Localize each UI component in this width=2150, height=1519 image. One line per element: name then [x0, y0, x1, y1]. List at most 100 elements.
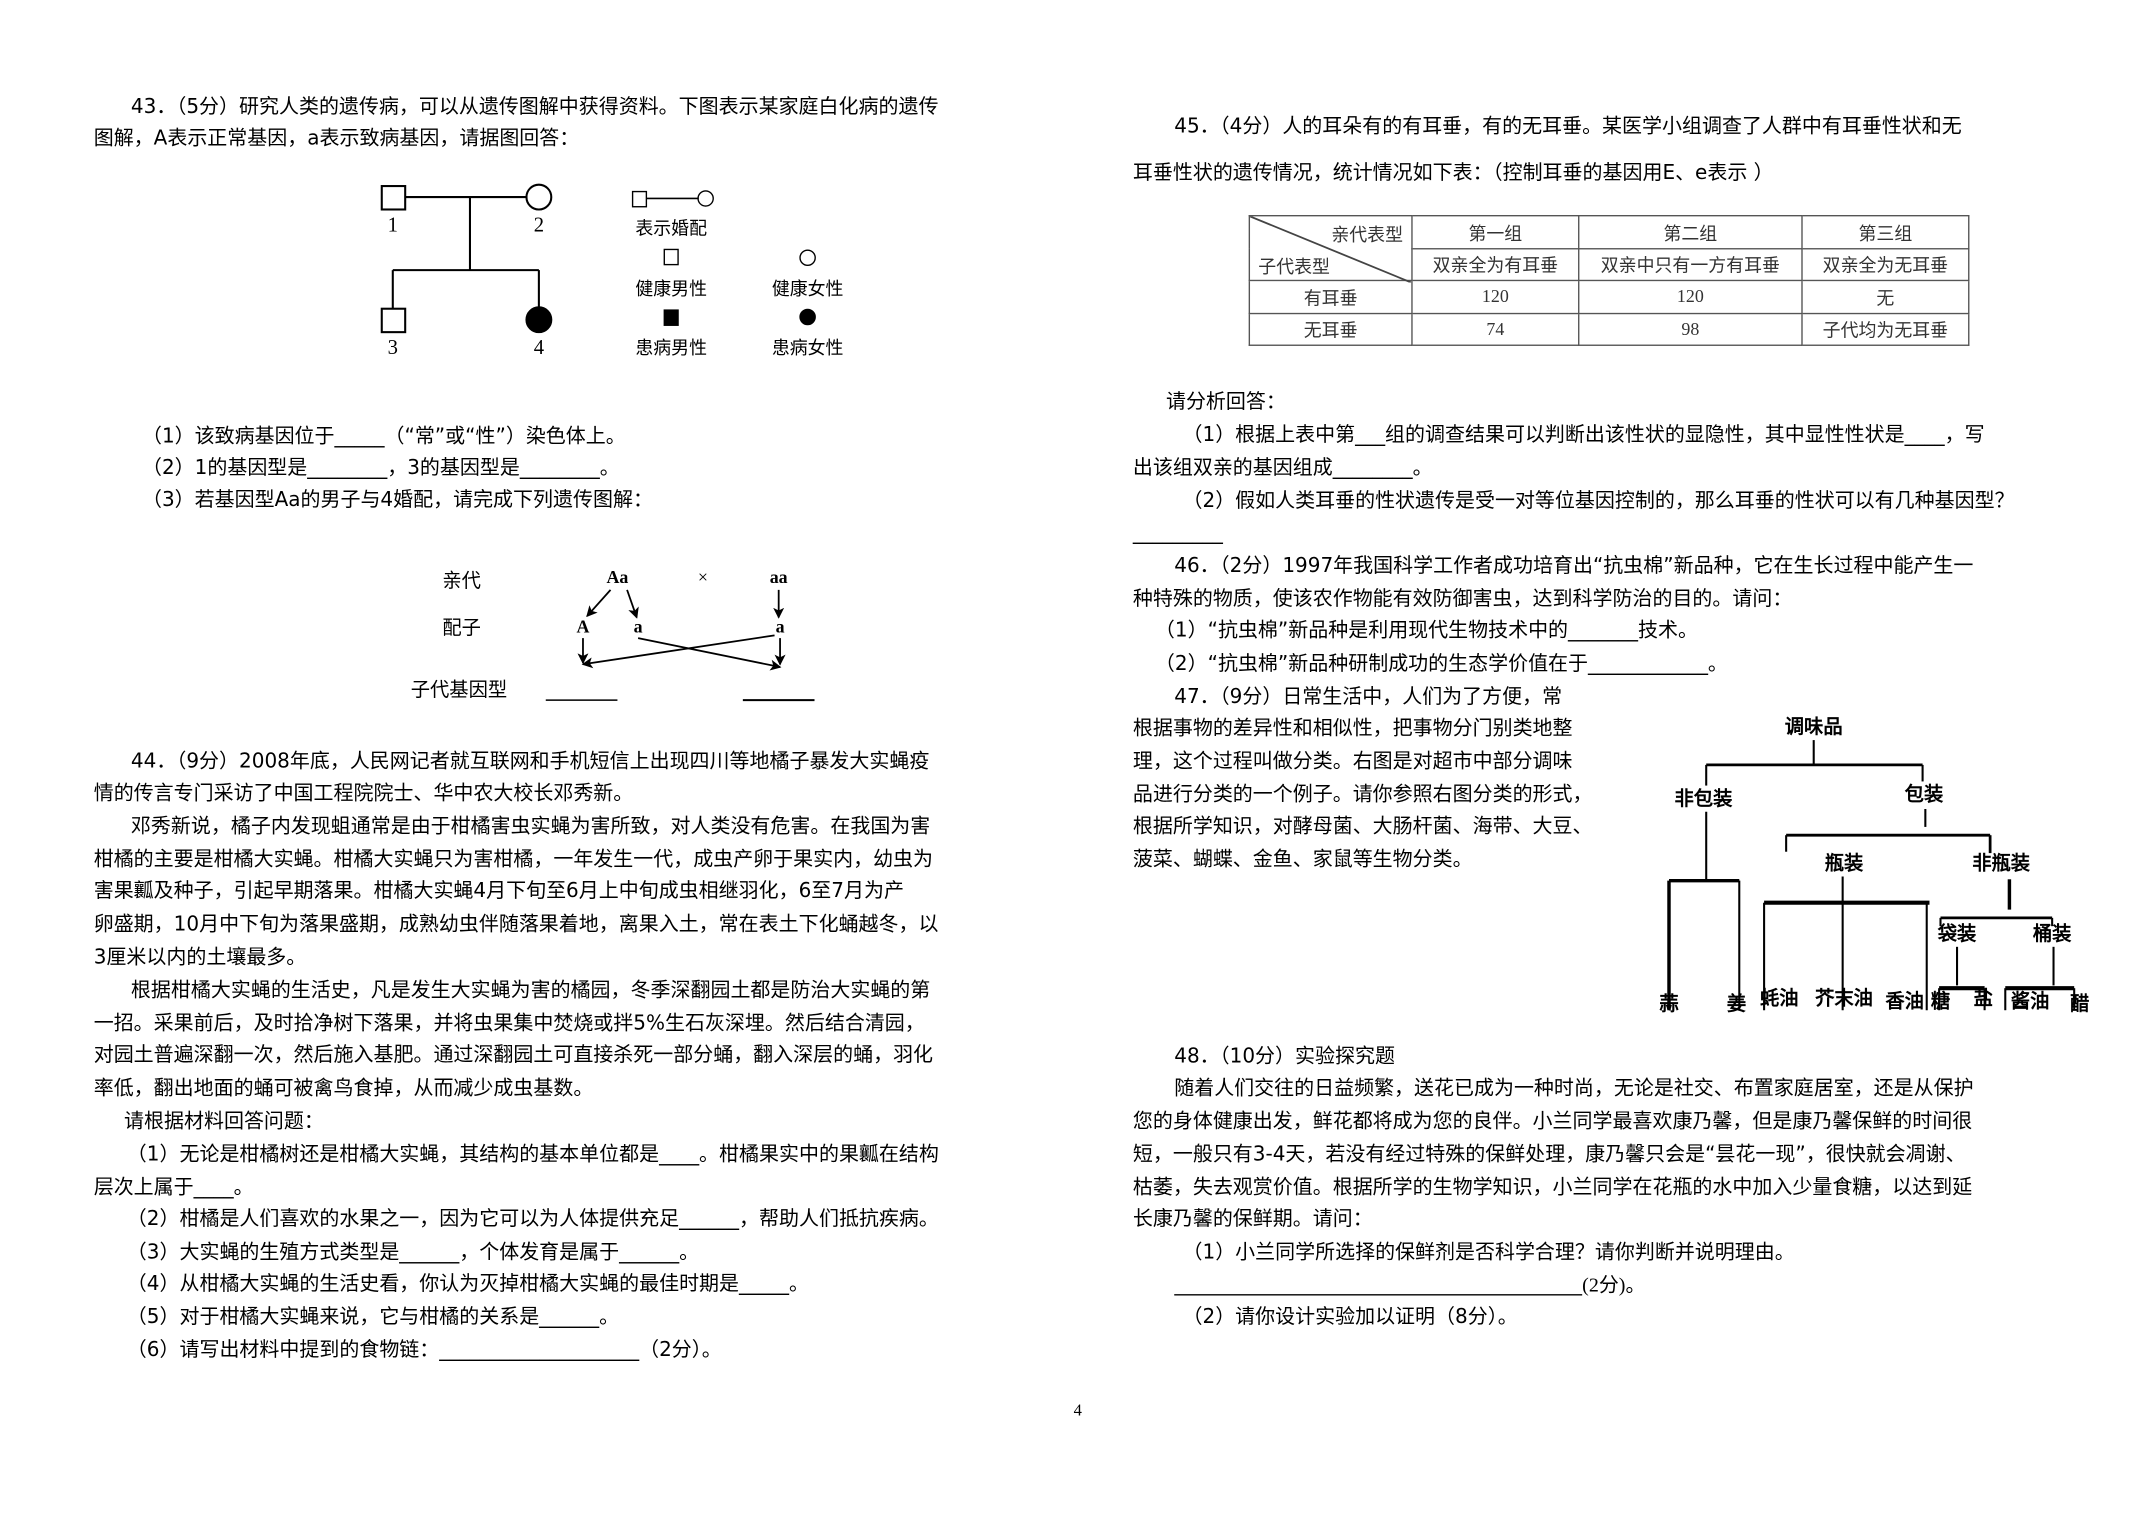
table-corner-cell: 亲代表型 子代表型: [1248, 214, 1413, 283]
group-header: 第二组: [1578, 215, 1803, 249]
affected-female-symbol: [525, 306, 553, 334]
healthy-female-symbol: [525, 183, 553, 211]
q46-line: 46．（2分）1997年我国科学工作者成功培育出“抗虫棉”新品种，它在生长过程中…: [1174, 555, 1974, 578]
tree-node: 瓶装: [1825, 852, 1864, 875]
page-number: 4: [1073, 1400, 1082, 1420]
legend-affected-female-icon: [799, 308, 816, 326]
gamete-label: 配子: [442, 618, 481, 639]
q48-line: 枯萎，失去观赏价值。根据所学的生物学知识，小兰同学在花瓶的水中加入少量食糖，以达…: [1132, 1176, 1973, 1200]
tree-node: 非瓶装: [1972, 852, 2031, 875]
cross-diagram: 亲代 配子 子代基因型 Aa × aa A a a: [411, 567, 815, 702]
cross-symbol: ×: [698, 567, 708, 587]
tree-node: 袋装: [1937, 922, 1977, 945]
tree-leaf: 糖: [1931, 989, 1950, 1012]
q44-line: 率低，翻出地面的蛹可被禽鸟食掉，从而减少成虫基数。: [93, 1077, 594, 1100]
gamete: a: [634, 617, 643, 637]
tree-node: 非包装: [1675, 787, 1734, 810]
q44-line: 对园土普遍深翻一次，然后施入基肥。通过深翻园土可直接杀死一部分蛹，翻入深层的蛹，…: [93, 1044, 934, 1067]
q45-line: 耳垂性状的遗传情况，统计情况如下表：（控制耳垂的基因用E、e表示 ）: [1132, 162, 1774, 185]
q44-question: 层次上属于____。: [93, 1176, 254, 1200]
legend-label: 患病男性: [635, 338, 707, 358]
q45-line: 45．（4分）人的耳朵有的有耳垂，有的无耳垂。某医学小组调查了人群中有耳垂性状和…: [1174, 115, 1962, 138]
arrow: [586, 589, 612, 618]
tree-leaf: 盐: [1974, 987, 1993, 1010]
q44-question: （6）请写出材料中提到的食物链：____________________（2分）…: [126, 1339, 722, 1362]
q44-question: （2）柑橘是人们喜欢的水果之一，因为它可以为人体提供充足______，帮助人们抵…: [126, 1208, 939, 1231]
tree-node: 包装: [1905, 783, 1944, 806]
q44-line: 情的传言专门采访了中国工程院院士、华中农大校长邓秀新。: [93, 782, 634, 805]
q48-line: 长康乃馨的保鲜期。请问：: [1132, 1208, 1373, 1231]
parent-header: 双亲全为无耳垂: [1801, 247, 1970, 282]
q45-question: 出该组双亲的基因组成________。: [1132, 457, 1433, 480]
legend-affected-male-icon: [663, 309, 679, 326]
row-label: 无耳垂: [1248, 312, 1413, 346]
q45-question: （2）假如人类耳垂的性状遗传是受一对等位基因控制的，那么耳垂的性状可以有几种基因…: [1182, 490, 2015, 513]
q43-question: （1）该致病基因位于_____（“常”或“性”）染色体上。: [141, 425, 626, 448]
q43-line: 图解，A表示正常基因，a表示致病基因，请据图回答：: [93, 128, 580, 151]
earlobe-table: 亲代表型 子代表型 第一组 第二组 第三组 双亲全为有耳垂 双亲中只有一方有耳垂…: [1248, 214, 1970, 346]
corner-bottom-label: 子代表型: [1258, 256, 1330, 278]
tree-leaf: 香油: [1885, 990, 1924, 1012]
q43-line: 43．（5分）研究人类的遗传病，可以从遗传图解中获得资料。下图表示某家庭白化病的…: [130, 96, 939, 119]
individual-label: 4: [534, 337, 544, 359]
q44-line: 卵盛期，10月中下旬为落果盛期，成熟幼虫伴随落果着地，离果入土，常在表土下化蛹越…: [93, 913, 939, 936]
q48-line: 随着人们交往的日益频繁，送花已成为一种时尚，无论是社交、布置家庭居室，还是从保护: [1174, 1077, 1974, 1100]
individual-label: 1: [388, 215, 398, 237]
parent-genotype: aa: [770, 567, 788, 587]
q44-line: 根据柑橘大实蝇的生活史，凡是发生大实蝇为害的橘园，冬季深翻园土都是防治大实蝇的第: [130, 979, 931, 1002]
tree-leaf: 酱油: [2011, 989, 2050, 1012]
parent-header: 双亲全为有耳垂: [1411, 247, 1580, 282]
q48-question: （1）小兰同学所选择的保鲜剂是否科学合理？请你判断并说明理由。: [1182, 1241, 1795, 1264]
healthy-male-symbol: [380, 307, 407, 334]
q47-line: 47．（9分）日常生活中，人们为了方便，常: [1174, 686, 1563, 709]
q45-question: （1）根据上表中第___组的调查结果可以判断出该性状的显隐性，其中显性性状是__…: [1182, 424, 1985, 447]
legend-healthy-male-icon: [663, 248, 679, 266]
q44-line: 3厘米以内的土壤最多。: [93, 946, 307, 969]
parent-genotype: Aa: [606, 567, 628, 587]
arrow: [626, 589, 639, 619]
classification-tree: [1667, 740, 2076, 1011]
answer-blank: [1174, 1294, 1583, 1296]
legend-label: 健康女性: [772, 279, 844, 299]
q46-question: （1）“抗虫棉”新品种是利用现代生物技术中的_______技术。: [1154, 620, 1698, 643]
individual-label: 2: [534, 215, 544, 237]
diagonal-line: [1250, 216, 1412, 283]
healthy-male-symbol: [380, 185, 407, 211]
q47-line: 根据事物的差异性和相似性，把事物分门别类地整: [1132, 718, 1573, 741]
q46-line: 种特殊的物质，使该农作物能有效防御害虫，达到科学防治的目的。请问：: [1132, 588, 1793, 611]
group-header: 第一组: [1411, 215, 1580, 249]
table-row: 无耳垂 74 98 子代均为无耳垂: [1248, 312, 1970, 346]
cell: 98: [1578, 312, 1803, 346]
parent-label: 亲代: [442, 570, 481, 592]
cell: 无: [1801, 279, 1970, 314]
q44-line: 柑橘的主要是柑橘大实蝇。柑橘大实蝇只为害柑橘，一年发生一代，成虫产卵于果实内，幼…: [93, 848, 934, 872]
tree-node: 桶装: [2033, 922, 2072, 945]
q44-question: （5）对于柑橘大实蝇来说，它与柑橘的关系是______。: [126, 1306, 620, 1329]
q44-question: （3）大实蝇的生殖方式类型是______，个体发育是属于______。: [126, 1241, 700, 1264]
q44-line: 44．（9分）2008年底，人民网记者就互联网和手机短信上出现四川等地橘子暴发大…: [130, 751, 930, 774]
q44-line: 一招。采果前后，及时拾净树下落果，并将虫果集中焚烧或拌5%生石灰深埋。然后结合清…: [93, 1012, 925, 1036]
cell: 子代均为无耳垂: [1801, 312, 1970, 346]
q48-score: (2分)。: [1582, 1274, 1646, 1297]
q44-line: 害果瓤及种子，引起早期落果。柑橘大实蝇4月下旬至6月上中旬成虫相继羽化，6至7月…: [93, 880, 904, 903]
legend-label: 患病女性: [772, 338, 844, 358]
pedigree-chart: [380, 183, 816, 334]
q44-question: （4）从柑橘大实蝇的生活史看，你认为灭掉柑橘大实蝇的最佳时期是_____。: [126, 1273, 809, 1296]
gamete: a: [776, 617, 785, 637]
corner-top-label: 亲代表型: [1331, 224, 1404, 246]
q48-question: （2）请你设计实验加以证明（8分）。: [1182, 1306, 1518, 1329]
q44-line: 邓秀新说，橘子内发现蛆通常是由于柑橘害虫实蝇为害所致，对人类没有危害。在我国为害: [130, 815, 931, 838]
arrow: [581, 634, 775, 669]
q44-question: （1）无论是柑橘树还是柑橘大实蝇，其结构的基本单位都是____。柑橘果实中的果瓤…: [126, 1143, 939, 1166]
cell: 74: [1411, 312, 1580, 346]
gamete: A: [577, 617, 590, 637]
offspring-label: 子代基因型: [411, 679, 507, 701]
q48-line: 48．（10分）实验探究题: [1174, 1046, 1395, 1069]
individual-label: 3: [388, 337, 398, 359]
legend-label: 表示婚配: [635, 218, 707, 238]
cell: 120: [1578, 279, 1803, 314]
q48-line: 短，一般只有3-4天，若没有经过特殊的保鲜处理，康乃馨只会是“昙花一现”，很快就…: [1132, 1143, 1966, 1166]
tree-leaf: 蒜: [1659, 992, 1679, 1015]
q45-line: 请分析回答：: [1165, 391, 1286, 414]
